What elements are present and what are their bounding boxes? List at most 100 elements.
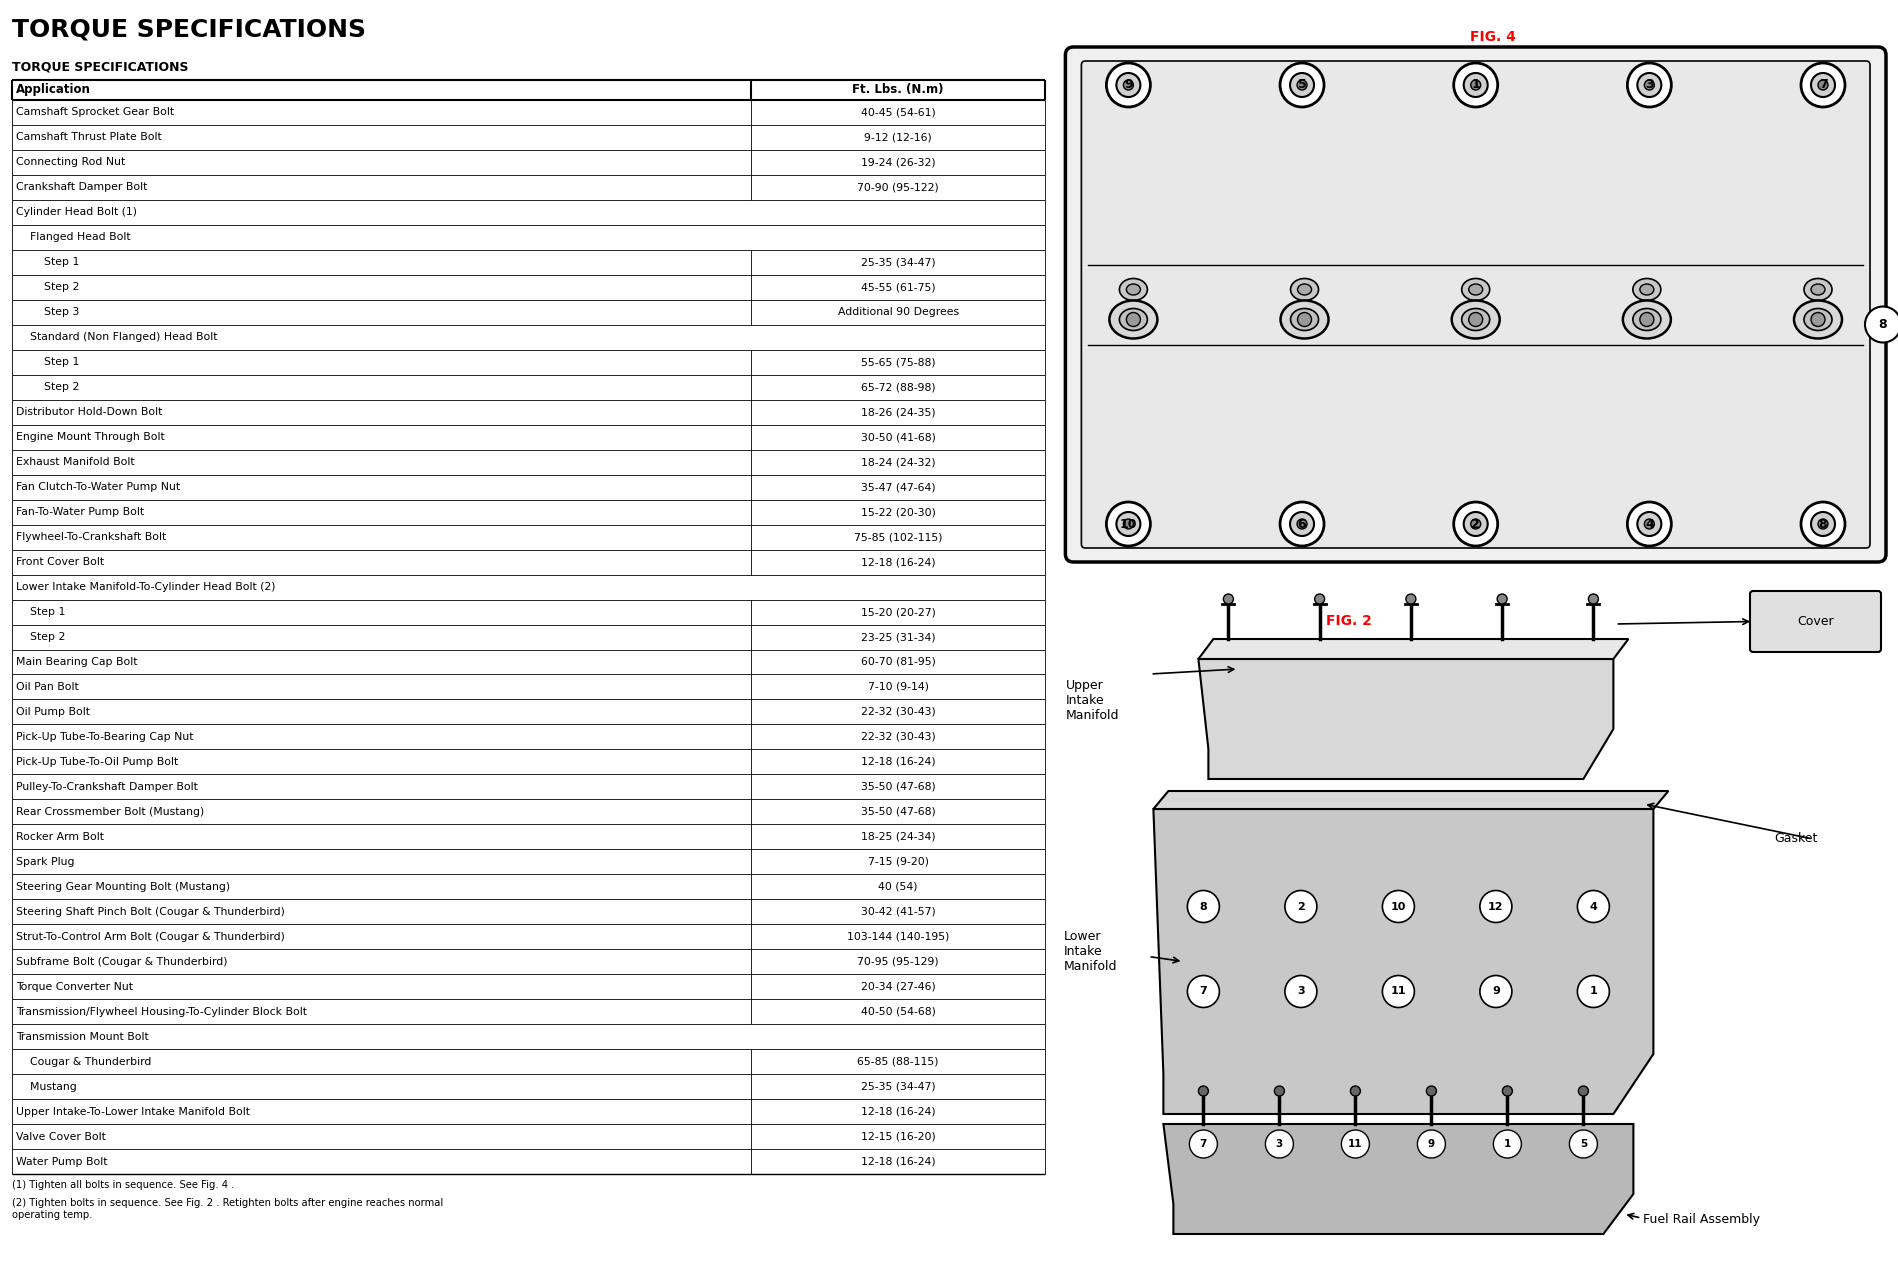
Text: 22-32 (30-43): 22-32 (30-43) <box>862 732 936 742</box>
Circle shape <box>1382 976 1414 1007</box>
Circle shape <box>1503 1086 1513 1096</box>
Circle shape <box>1818 80 1828 90</box>
Text: Mustang: Mustang <box>15 1082 76 1092</box>
Circle shape <box>1471 520 1480 530</box>
Text: 10: 10 <box>1120 517 1137 531</box>
Circle shape <box>1577 976 1610 1007</box>
Text: Engine Mount Through Bolt: Engine Mount Through Bolt <box>15 432 165 442</box>
Text: Lower
Intake
Manifold: Lower Intake Manifold <box>1063 930 1116 973</box>
Circle shape <box>1315 594 1325 604</box>
Circle shape <box>1454 502 1498 546</box>
Text: 7-15 (9-20): 7-15 (9-20) <box>867 857 928 867</box>
FancyBboxPatch shape <box>1082 61 1870 549</box>
Text: 10: 10 <box>1391 901 1406 911</box>
Text: 45-55 (61-75): 45-55 (61-75) <box>862 282 936 292</box>
Text: Oil Pan Bolt: Oil Pan Bolt <box>15 683 78 691</box>
Circle shape <box>1296 520 1308 530</box>
Text: Subframe Bolt (Cougar & Thunderbird): Subframe Bolt (Cougar & Thunderbird) <box>15 957 228 967</box>
Text: Torque Converter Nut: Torque Converter Nut <box>15 982 133 992</box>
Text: Pulley-To-Crankshaft Damper Bolt: Pulley-To-Crankshaft Damper Bolt <box>15 782 197 791</box>
Text: Additional 90 Degrees: Additional 90 Degrees <box>837 307 958 317</box>
Text: 12: 12 <box>1488 901 1503 911</box>
Text: 20-34 (27-46): 20-34 (27-46) <box>862 982 936 992</box>
Text: 8: 8 <box>1818 517 1828 531</box>
Polygon shape <box>1198 640 1628 659</box>
Text: Strut-To-Control Arm Bolt (Cougar & Thunderbird): Strut-To-Control Arm Bolt (Cougar & Thun… <box>15 932 285 942</box>
Text: Flanged Head Bolt: Flanged Head Bolt <box>15 233 131 243</box>
Text: 7: 7 <box>1200 1139 1207 1149</box>
Text: 3: 3 <box>1275 1139 1283 1149</box>
Text: 15-22 (20-30): 15-22 (20-30) <box>860 507 936 517</box>
Text: 19-24 (26-32): 19-24 (26-32) <box>862 158 936 167</box>
Text: 4: 4 <box>1589 901 1598 911</box>
Circle shape <box>1638 512 1661 536</box>
Text: Fuel Rail Assembly: Fuel Rail Assembly <box>1644 1212 1759 1226</box>
Text: Upper
Intake
Manifold: Upper Intake Manifold <box>1065 679 1120 722</box>
Ellipse shape <box>1110 301 1158 339</box>
Circle shape <box>1126 312 1141 326</box>
Ellipse shape <box>1632 308 1661 330</box>
Text: 12-18 (16-24): 12-18 (16-24) <box>862 1106 936 1116</box>
Circle shape <box>1463 512 1488 536</box>
Circle shape <box>1589 594 1598 604</box>
Text: Step 2: Step 2 <box>15 282 80 292</box>
Ellipse shape <box>1469 284 1482 295</box>
Text: Connecting Rod Nut: Connecting Rod Nut <box>15 158 125 167</box>
Circle shape <box>1811 512 1835 536</box>
Polygon shape <box>1198 659 1613 779</box>
Text: TORQUE SPECIFICATIONS: TORQUE SPECIFICATIONS <box>11 59 188 73</box>
Circle shape <box>1116 73 1141 97</box>
Ellipse shape <box>1640 284 1653 295</box>
Text: 60-70 (81-95): 60-70 (81-95) <box>860 657 936 667</box>
Text: 9-12 (12-16): 9-12 (12-16) <box>864 133 932 143</box>
Text: 2: 2 <box>1296 901 1304 911</box>
Circle shape <box>1188 976 1219 1007</box>
Text: 70-95 (95-129): 70-95 (95-129) <box>858 957 940 967</box>
Text: Transmission/Flywheel Housing-To-Cylinder Block Bolt: Transmission/Flywheel Housing-To-Cylinde… <box>15 1006 307 1016</box>
Ellipse shape <box>1803 278 1832 301</box>
Ellipse shape <box>1461 278 1490 301</box>
Text: (1) Tighten all bolts in sequence. See Fig. 4 .: (1) Tighten all bolts in sequence. See F… <box>11 1181 233 1189</box>
Circle shape <box>1418 1130 1446 1158</box>
Text: 12-15 (16-20): 12-15 (16-20) <box>862 1131 936 1141</box>
Text: 70-90 (95-122): 70-90 (95-122) <box>858 182 940 192</box>
Text: (2) Tighten bolts in sequence. See Fig. 2 . Retighten bolts after engine reaches: (2) Tighten bolts in sequence. See Fig. … <box>11 1198 444 1220</box>
Circle shape <box>1296 80 1308 90</box>
Circle shape <box>1274 1086 1285 1096</box>
Text: 40-45 (54-61): 40-45 (54-61) <box>862 107 936 118</box>
Text: Flywheel-To-Crankshaft Bolt: Flywheel-To-Crankshaft Bolt <box>15 532 167 542</box>
Text: 25-35 (34-47): 25-35 (34-47) <box>862 1082 936 1092</box>
Text: 18-26 (24-35): 18-26 (24-35) <box>862 407 936 417</box>
Text: 9: 9 <box>1124 78 1133 91</box>
Circle shape <box>1577 891 1610 923</box>
Circle shape <box>1224 594 1234 604</box>
Text: 30-50 (41-68): 30-50 (41-68) <box>860 432 936 442</box>
Text: 3: 3 <box>1646 78 1653 91</box>
Circle shape <box>1124 80 1133 90</box>
Ellipse shape <box>1452 301 1499 339</box>
Circle shape <box>1349 1086 1361 1096</box>
Ellipse shape <box>1811 284 1826 295</box>
Text: 40-50 (54-68): 40-50 (54-68) <box>860 1006 936 1016</box>
Text: 12-18 (16-24): 12-18 (16-24) <box>862 557 936 568</box>
Text: 1: 1 <box>1503 1139 1511 1149</box>
Text: 1: 1 <box>1471 78 1480 91</box>
Text: Pick-Up Tube-To-Bearing Cap Nut: Pick-Up Tube-To-Bearing Cap Nut <box>15 732 194 742</box>
Ellipse shape <box>1126 284 1141 295</box>
Text: Spark Plug: Spark Plug <box>15 857 74 867</box>
Circle shape <box>1498 594 1507 604</box>
Circle shape <box>1279 63 1325 107</box>
Circle shape <box>1638 73 1661 97</box>
Text: 5: 5 <box>1579 1139 1587 1149</box>
Text: 40 (54): 40 (54) <box>879 882 919 892</box>
Ellipse shape <box>1291 278 1319 301</box>
Text: FIG. 4: FIG. 4 <box>1469 30 1515 44</box>
Text: Cylinder Head Bolt (1): Cylinder Head Bolt (1) <box>15 207 137 217</box>
Circle shape <box>1198 1086 1209 1096</box>
Text: 65-72 (88-98): 65-72 (88-98) <box>862 382 936 392</box>
FancyBboxPatch shape <box>1750 592 1881 652</box>
Circle shape <box>1480 976 1513 1007</box>
Circle shape <box>1454 63 1498 107</box>
Text: 5: 5 <box>1298 78 1306 91</box>
Text: Step 2: Step 2 <box>15 632 65 642</box>
